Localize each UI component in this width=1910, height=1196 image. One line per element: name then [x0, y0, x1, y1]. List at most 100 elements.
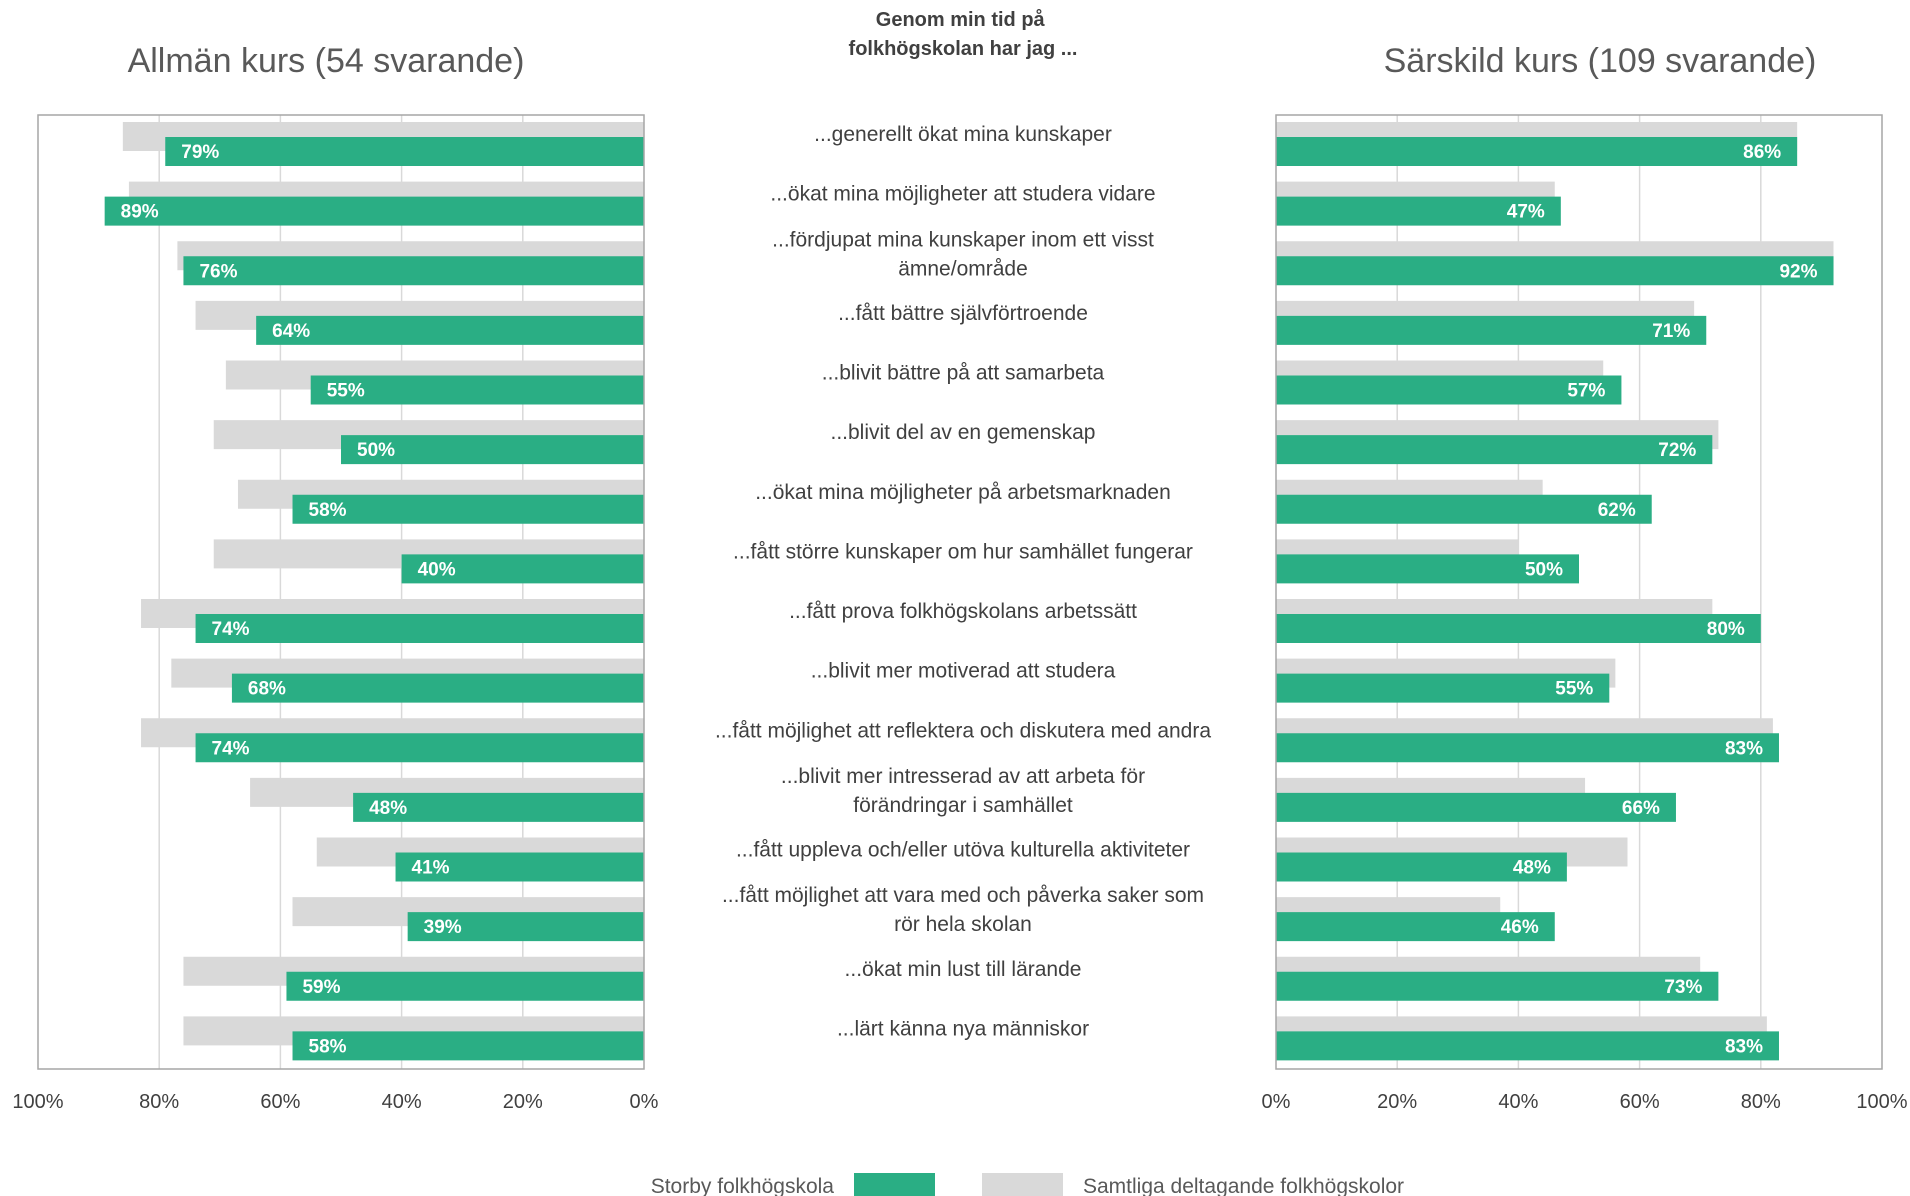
category-label: ...fått möjlighet att vara med och påver…: [722, 884, 1204, 936]
left-bar-storby: [401, 554, 644, 584]
right-tick-label: 0%: [1262, 1091, 1291, 1113]
right-bar-storby: [1276, 375, 1622, 405]
left-bar-storby: [286, 971, 644, 1001]
right-value-label: 66%: [1622, 798, 1660, 819]
right-bar-storby: [1276, 494, 1652, 524]
left-bar-storby: [292, 494, 644, 524]
left-value-label: 68%: [248, 679, 286, 700]
right-bar-storby: [1276, 315, 1707, 345]
center-title: Genom min tid på folkhögskolan har jag .…: [849, 8, 1078, 60]
legend-swatch-samtliga: [982, 1173, 1063, 1196]
right-tick-label: 20%: [1377, 1091, 1417, 1113]
category-label: ...generellt ökat mina kunskaper: [814, 123, 1112, 146]
right-bar-storby: [1276, 1031, 1779, 1061]
left-value-label: 64%: [272, 321, 310, 342]
left-value-label: 79%: [181, 142, 219, 163]
left-value-label: 50%: [357, 440, 395, 461]
right-tick-label: 80%: [1741, 1091, 1781, 1113]
right-chart-title: Särskild kurs (109 svarande): [1384, 42, 1817, 80]
left-value-label: 89%: [121, 202, 159, 223]
right-bar-storby: [1276, 614, 1761, 643]
category-label: ...fått uppleva och/eller utöva kulturel…: [736, 839, 1190, 862]
left-tick-label: 80%: [139, 1091, 179, 1113]
left-value-label: 39%: [424, 917, 462, 938]
right-value-label: 80%: [1707, 619, 1745, 640]
left-value-label: 48%: [369, 798, 407, 819]
right-tick-label: 100%: [1856, 1091, 1907, 1113]
left-bar-storby: [353, 792, 644, 822]
legend-label-samtliga: Samtliga deltagande folkhögskolor: [1083, 1175, 1404, 1196]
left-bar-storby: [195, 614, 644, 643]
right-bar-storby: [1276, 435, 1713, 465]
category-label: ...blivit mer motiverad att studera: [811, 660, 1116, 683]
center-title-line-2: folkhögskolan har jag ...: [849, 38, 1078, 60]
category-label: ...blivit mer intresserad av att arbeta …: [781, 765, 1145, 817]
category-label: ...fått prova folkhögskolans arbetssätt: [789, 600, 1137, 623]
legend-swatch-storby: [854, 1173, 935, 1196]
left-chart-title: Allmän kurs (54 svarande): [128, 42, 525, 80]
category-label: ...fått större kunskaper om hur samhälle…: [733, 540, 1193, 563]
right-tick-label: 60%: [1620, 1091, 1660, 1113]
right-value-label: 50%: [1525, 559, 1563, 580]
right-value-label: 55%: [1555, 679, 1593, 700]
left-plot-border: [37, 114, 645, 1070]
right-value-label: 83%: [1725, 738, 1763, 759]
right-value-label: 57%: [1567, 381, 1605, 402]
left-value-label: 55%: [327, 381, 365, 402]
left-value-label: 58%: [309, 500, 347, 521]
left-bar-storby: [310, 375, 644, 405]
right-value-label: 73%: [1664, 977, 1702, 998]
right-bar-storby: [1276, 733, 1779, 763]
right-bar-storby: [1276, 673, 1610, 703]
category-label: ...ökat mina möjligheter att studera vid…: [770, 183, 1155, 206]
right-value-label: 83%: [1725, 1036, 1763, 1057]
right-bar-storby: [1276, 256, 1834, 286]
left-bar-storby: [183, 256, 644, 286]
right-value-label: 72%: [1658, 440, 1696, 461]
category-label: ...fått bättre självförtroende: [838, 302, 1088, 325]
category-label: ...ökat mina möjligheter på arbetsmarkna…: [755, 481, 1171, 504]
right-bar-storby: [1276, 792, 1676, 822]
right-bars: 86% 47% 92% 71% 57% 72% 62% 50% 80% 55% 83% 66% 48% 4…: [1276, 122, 1834, 1061]
left-value-label: 58%: [309, 1036, 347, 1057]
right-value-label: 48%: [1513, 858, 1551, 879]
right-value-label: 71%: [1652, 321, 1690, 342]
left-tick-label: 60%: [260, 1091, 300, 1113]
left-bar-storby: [407, 912, 644, 942]
category-label: ...lärt känna nya människor: [837, 1017, 1089, 1040]
center-labels: Genom min tid på folkhögskolan har jag .…: [715, 8, 1211, 1040]
left-bar-storby: [341, 435, 644, 465]
left-value-label: 41%: [412, 858, 450, 879]
category-labels: ...generellt ökat mina kunskaper ...ökat …: [715, 123, 1211, 1040]
right-plot-border: [1275, 114, 1883, 1070]
left-bar-storby: [195, 733, 644, 763]
category-label: ...fördjupat mina kunskaper inom ett vis…: [772, 228, 1154, 280]
category-label: ...fått möjlighet att reflektera och dis…: [715, 719, 1211, 742]
category-label: ...blivit bättre på att samarbeta: [822, 362, 1105, 385]
right-value-label: 62%: [1598, 500, 1636, 521]
left-value-label: 40%: [418, 559, 456, 580]
legend: Storby folkhögskola Samtliga deltagande …: [651, 1173, 1404, 1196]
left-bar-storby: [256, 315, 644, 345]
legend-label-storby: Storby folkhögskola: [651, 1175, 835, 1196]
left-bar-storby: [104, 196, 644, 226]
category-label: ...blivit del av en gemenskap: [831, 421, 1096, 444]
left-tick-label: 0%: [630, 1091, 659, 1113]
left-tick-label: 40%: [382, 1091, 422, 1113]
right-panel: Särskild kurs (109 svarande) 86% 47% 92% 71…: [1262, 42, 1908, 1113]
left-tick-label: 20%: [503, 1091, 543, 1113]
right-value-label: 47%: [1507, 202, 1545, 223]
center-title-line-1: Genom min tid på: [876, 8, 1046, 31]
right-value-label: 86%: [1743, 142, 1781, 163]
right-bar-storby: [1276, 971, 1719, 1001]
right-value-label: 92%: [1779, 261, 1817, 282]
right-bar-storby: [1276, 196, 1561, 226]
right-tick-label: 40%: [1498, 1091, 1538, 1113]
left-bar-storby: [231, 673, 645, 703]
left-bar-storby: [292, 1031, 644, 1061]
right-bar-storby: [1276, 912, 1555, 942]
left-value-label: 74%: [212, 619, 250, 640]
left-bar-storby: [165, 137, 644, 166]
category-label: ...ökat min lust till lärande: [845, 958, 1082, 981]
